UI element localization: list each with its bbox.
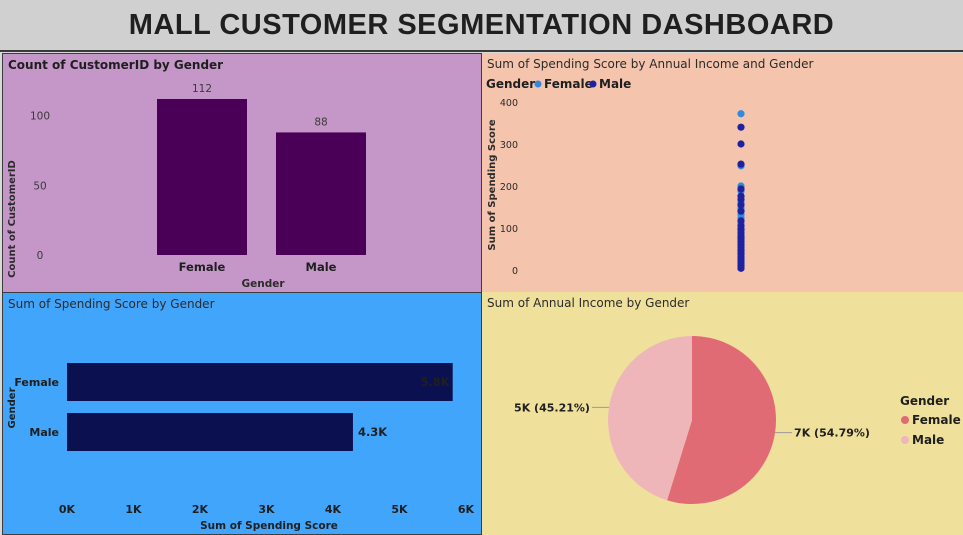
scatter-legend-title: Gender	[486, 77, 535, 91]
male-data-point[interactable]	[737, 140, 745, 148]
count-y-tick-label: 100	[30, 111, 50, 123]
pie-slice-male[interactable]	[608, 336, 692, 501]
hbar-data-label: 5.8K	[420, 375, 450, 389]
income-by-gender-panel[interactable]: Sum of Annual Income by Gender Gender Fe…	[482, 292, 963, 535]
hbar-bar[interactable]	[67, 413, 353, 451]
count-bar-chart[interactable]: Count of CustomerID Gender 0 50 100 112 Fema…	[3, 54, 482, 293]
male-data-point[interactable]	[737, 160, 745, 168]
female-data-point[interactable]	[737, 110, 745, 118]
count-bar[interactable]	[157, 99, 247, 255]
count-x-tick-label: Female	[179, 260, 226, 274]
male-data-point[interactable]	[737, 217, 745, 225]
count-x-axis-label: Gender	[241, 278, 285, 290]
spending-scatter-chart[interactable]: Gender Female Male Sum of Spending Score…	[482, 53, 963, 293]
hbar-chart-title: Sum of Spending Score by Gender	[8, 297, 215, 311]
pie-legend-female-marker	[901, 416, 909, 424]
hbar-x-tick-label: 6K	[458, 503, 475, 516]
dashboard-title: MALL CUSTOMER SEGMENTATION DASHBOARD	[128, 8, 835, 41]
male-data-point[interactable]	[737, 195, 745, 204]
male-data-point[interactable]	[737, 207, 745, 215]
pie-legend-female[interactable]: Female	[912, 413, 961, 427]
scatter-y-tick-label: 300	[500, 140, 518, 151]
scatter-legend-male[interactable]: Male	[599, 77, 631, 91]
male-data-point[interactable]	[737, 123, 745, 131]
count-y-axis-label: Count of CustomerID	[7, 160, 18, 278]
pie-slice-female[interactable]	[667, 336, 776, 504]
hbar-bar[interactable]	[67, 363, 453, 401]
income-pie-chart[interactable]: Gender Female Male 7K (54.79%) 5K (45.21%…	[482, 292, 963, 535]
scatter-chart-title: Sum of Spending Score by Annual Income a…	[487, 57, 814, 71]
pie-data-label: 7K (54.79%)	[794, 427, 870, 440]
count-data-label: 112	[192, 83, 212, 95]
spending-by-income-panel[interactable]: Sum of Spending Score by Annual Income a…	[482, 53, 963, 293]
legend-male-marker	[589, 80, 597, 88]
scatter-y-tick-label: 100	[500, 224, 518, 235]
male-data-point[interactable]	[737, 264, 745, 272]
pie-legend-title: Gender	[900, 394, 949, 408]
hbar-x-tick-label: 5K	[391, 503, 408, 516]
count-by-gender-panel[interactable]: Count of CustomerID by Gender Count of C…	[2, 53, 482, 293]
scatter-y-tick-label: 200	[500, 182, 518, 193]
count-x-tick-label: Male	[306, 260, 337, 274]
count-y-tick-label: 50	[33, 180, 46, 192]
pie-legend-male[interactable]: Male	[912, 433, 944, 447]
hbar-y-tick-label: Male	[29, 426, 59, 439]
legend-female-marker	[534, 80, 542, 88]
hbar-x-tick-label: 0K	[59, 503, 76, 516]
hbar-x-tick-label: 2K	[192, 503, 209, 516]
hbar-y-tick-label: Female	[14, 376, 59, 389]
male-data-point[interactable]	[737, 185, 745, 193]
hbar-x-tick-label: 4K	[325, 503, 342, 516]
hbar-y-axis-label: Gender	[7, 387, 18, 428]
pie-data-label: 5K (45.21%)	[514, 401, 590, 414]
count-chart-title: Count of CustomerID by Gender	[8, 58, 224, 72]
scatter-y-axis-label: Sum of Spending Score	[487, 119, 498, 250]
hbar-x-tick-label: 1K	[125, 503, 142, 516]
scatter-y-tick-label: 0	[512, 266, 518, 277]
spending-by-gender-panel[interactable]: Sum of Spending Score by Gender Gender S…	[2, 292, 482, 535]
dashboard-header: MALL CUSTOMER SEGMENTATION DASHBOARD	[0, 0, 963, 52]
pie-legend-male-marker	[901, 436, 909, 444]
hbar-x-tick-label: 3K	[258, 503, 275, 516]
scatter-legend-female[interactable]: Female	[544, 77, 593, 91]
pie-chart-title: Sum of Annual Income by Gender	[487, 296, 690, 310]
hbar-data-label: 4.3K	[358, 425, 388, 439]
male-data-point[interactable]	[737, 201, 745, 209]
scatter-y-tick-label: 400	[500, 98, 518, 109]
spending-hbar-chart[interactable]: Gender Sum of Spending Score 0K 1K 2K 3K 4K 5…	[3, 293, 482, 535]
count-y-tick-label: 0	[37, 250, 44, 262]
count-data-label: 88	[314, 116, 327, 128]
hbar-x-axis-label: Sum of Spending Score	[200, 520, 338, 532]
count-bar[interactable]	[276, 132, 366, 255]
